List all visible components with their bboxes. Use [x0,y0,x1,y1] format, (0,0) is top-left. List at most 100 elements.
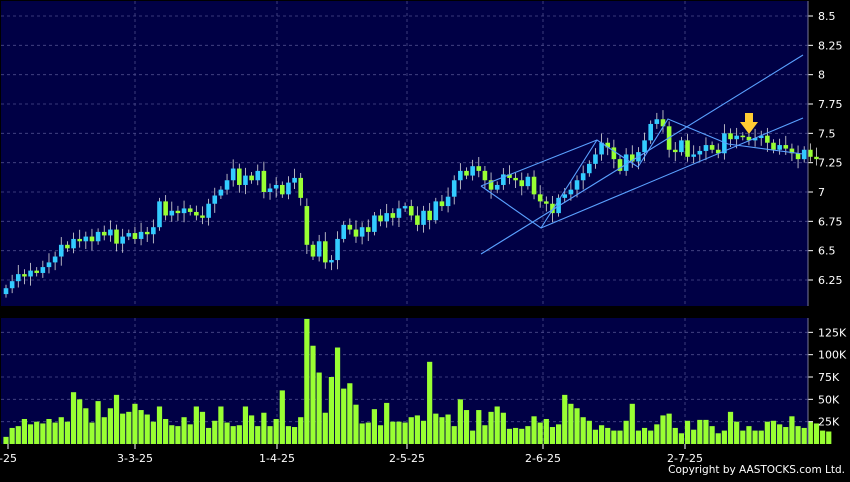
volume-bar [175,426,181,444]
volume-bar [734,421,740,444]
candle-body [562,194,568,198]
candle-body [427,210,432,221]
volume-bar [470,430,476,444]
candle-body [568,189,574,195]
volume-bar [684,420,691,444]
volume-bar [672,427,678,444]
price-tick-label: 7 [818,186,825,199]
candle-body [408,206,414,216]
candle-body [335,238,340,261]
candle-body [310,244,316,257]
volume-bar [433,413,439,444]
price-tick-label: 7.5 [818,127,836,140]
volume-bar [795,426,801,444]
volume-bar [531,416,537,444]
candle-body [95,231,101,242]
candle-body [83,236,89,242]
candle-body [611,147,617,160]
volume-bar [592,429,599,444]
candle-body [212,195,218,204]
volume-bar [120,413,126,444]
price-tick-label: 6.25 [818,274,843,287]
volume-bar [556,424,562,444]
candle-body [224,180,230,190]
candle-body [22,274,27,277]
candle-body [789,148,795,154]
candle-body [114,229,119,244]
candle-body [292,177,297,183]
volume-bar [654,424,660,444]
candle-body [187,208,193,212]
channel-upper-line [480,54,804,255]
volume-bar [740,430,746,444]
candle-body [722,133,727,154]
candle-body [230,168,236,181]
volume-bar [476,410,482,444]
price-tick-label: 7.75 [818,98,843,111]
volume-bar [199,411,206,444]
candle-body [814,156,819,160]
candle-body [65,244,70,249]
zigzag-pattern-line [480,118,804,229]
price-tick-label: 8.5 [818,10,836,23]
volume-bar [310,345,316,444]
volume-bar [783,427,789,444]
candle-body [46,262,52,268]
volume-bar [285,426,292,444]
volume-bar [107,408,113,444]
volume-bar [390,421,396,444]
volume-bar [445,414,451,444]
price-axis-ticks: 8.5 8.25 8 7.75 7.5 7.25 7 6.75 6.5 6.25 [807,1,843,306]
candle-body [660,119,666,127]
volume-bar [506,428,513,444]
volume-bar [163,418,169,444]
trend-channel-annotation [480,54,804,255]
candle-body [476,166,482,171]
candle-body [537,194,543,202]
volume-bar [537,422,543,444]
volume-tick-label: 75K [818,371,840,384]
candle-body [316,241,322,257]
candle-body [501,174,506,185]
candle-body [267,188,273,192]
volume-tick-label: 25K [818,416,840,429]
volume-bar [15,426,21,444]
volume-series [3,318,832,444]
volume-bar [132,403,138,444]
date-tick-label: 2-5-25 [389,452,425,465]
candle-body [513,177,518,181]
volume-bar [758,430,764,444]
volume-bar [807,421,813,444]
candle-body [679,140,684,153]
volume-bar [482,425,488,444]
candle-body [629,154,635,162]
pattern-left-line [480,139,598,187]
candle-body [544,201,549,204]
volume-bar [764,421,770,444]
volume-bar [494,406,500,444]
volume-bar [95,401,101,444]
volume-bar [543,418,549,444]
candle-body [218,189,224,196]
volume-bar [218,406,224,444]
candle-body [482,170,488,181]
candle-body [402,206,408,209]
volume-bar [801,427,807,444]
candle-body [470,166,475,176]
volume-bar [463,410,470,444]
volume-bar [377,425,384,444]
volume-bar [101,417,107,444]
volume-bar [568,403,574,444]
volume-bar [678,433,684,444]
volume-bar [291,427,298,444]
volume-bar [212,420,218,444]
volume-bar [236,425,242,444]
volume-bar [304,318,310,444]
candle-body [249,175,254,181]
candle-body [151,227,156,235]
volume-bar [298,417,304,444]
volume-bar [420,420,427,444]
channel-lower-line [540,117,804,229]
volume-bar [623,420,629,444]
